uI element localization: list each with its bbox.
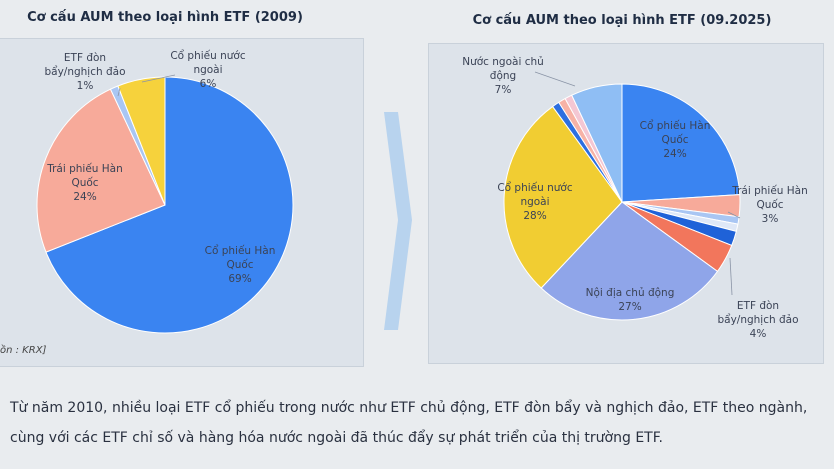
category: Nước ngoài chủ động <box>462 56 544 82</box>
category: Trái phiếu Hàn Quốc <box>47 163 123 189</box>
category: Nội địa chủ động <box>585 287 675 299</box>
value-label: 7% <box>494 84 512 96</box>
slice-label: Cổ phiếu Hàn Quốc 69% <box>192 244 288 286</box>
slice-label: Trái phiếu Hàn Quốc 3% <box>722 184 818 226</box>
value-label: 1% <box>76 80 94 92</box>
value-label: 24% <box>73 191 97 203</box>
category: ETF đòn bẩy/nghịch đảo <box>717 300 799 326</box>
source: ồn : KRX] <box>0 345 47 356</box>
slice-label: Cổ phiếu Hàn Quốc 24% <box>627 119 723 161</box>
value-label: 4% <box>749 328 767 340</box>
category: Trái phiếu Hàn Quốc <box>732 185 808 211</box>
category: ETF đòn bẩy/nghịch đảo <box>44 52 126 78</box>
slice-label: Nước ngoài chủ động 7% <box>455 55 551 97</box>
value-label: 69% <box>228 273 252 285</box>
category: Cổ phiếu nước ngoài <box>497 182 573 208</box>
pie-slice <box>45 76 294 334</box>
value-label: 6% <box>199 78 217 90</box>
chart-title: Cơ cấu AUM theo loại hình ETF (09.2025) <box>472 13 772 28</box>
category: Cổ phiếu Hàn Quốc <box>639 120 711 146</box>
category: Cổ phiếu nước ngoài <box>170 50 246 76</box>
value-label: 3% <box>761 213 779 225</box>
body-text: Từ năm 2010, nhiều loại ETF cổ phiếu tro… <box>10 400 808 416</box>
category: Cổ phiếu Hàn Quốc <box>204 245 276 271</box>
pie-slice <box>503 105 623 289</box>
slice-label: Cổ phiếu nước ngoài 6% <box>160 49 256 91</box>
pie-slice <box>621 83 741 203</box>
value-label: 27% <box>618 301 642 313</box>
chart-title: Cơ cấu AUM theo loại hình ETF (2009) <box>27 10 303 25</box>
slice-label: Cổ phiếu nước ngoài 28% <box>487 181 583 223</box>
pie-slice <box>36 88 166 253</box>
body-text: cùng với các ETF chỉ số và hàng hóa nước… <box>10 430 663 446</box>
slice-label: ETF đòn bẩy/nghịch đảo 4% <box>710 299 806 341</box>
pie-slice <box>540 201 719 321</box>
arrow <box>384 112 412 330</box>
slice-label: Trái phiếu Hàn Quốc 24% <box>37 162 133 204</box>
value-label: 24% <box>663 148 687 160</box>
slice-label: Nội địa chủ động 27% <box>582 286 678 314</box>
leader-lines <box>117 71 741 296</box>
value-label: 28% <box>523 210 547 222</box>
pie-slice <box>571 83 623 203</box>
slice-label: ETF đòn bẩy/nghịch đảo 1% <box>37 51 133 93</box>
